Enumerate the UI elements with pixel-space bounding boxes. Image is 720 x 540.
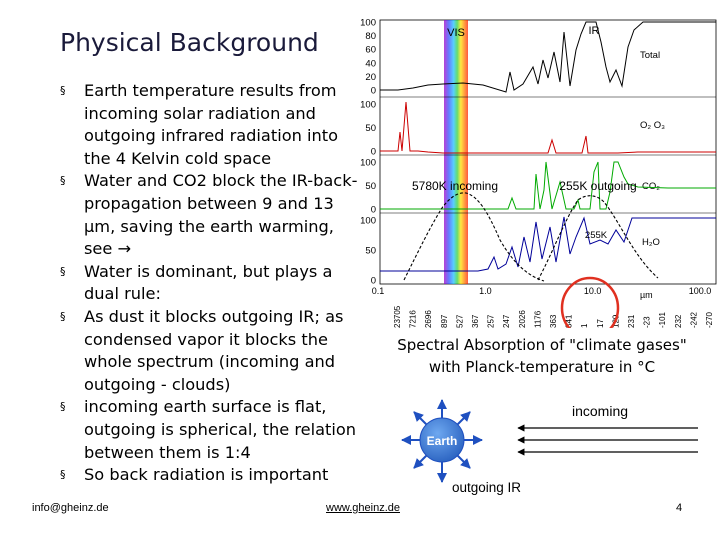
x-rotated-label: 1 xyxy=(580,323,589,328)
bullet-item: § Earth temperature results from incoming… xyxy=(60,80,360,170)
co2-absorption-curve xyxy=(380,161,716,210)
x-rotated-label: 897 xyxy=(440,314,449,328)
bullet-text: Water and CO2 block the IR-back-propagat… xyxy=(84,171,358,259)
x-rotated-label: 247 xyxy=(502,314,511,328)
x-rotated-label: -101 xyxy=(658,311,667,328)
bullet-item: § incoming earth surface is flat, outgoin… xyxy=(60,396,360,464)
x-tick-label: 1.0 xyxy=(479,286,492,296)
x-rotated-label: 7216 xyxy=(409,310,418,328)
panel-label-total: Total xyxy=(640,50,660,61)
bullet-marker: § xyxy=(60,468,66,482)
outgoing-ir-label: outgoing IR xyxy=(452,480,521,495)
x-rotated-label: 2026 xyxy=(518,310,527,328)
bullet-item: § Water is dominant, but plays a dual rul… xyxy=(60,261,360,306)
panel-label-o2o3: O₂ O₃ xyxy=(640,120,665,131)
bullet-text: Water is dominant, but plays a dual rule… xyxy=(84,261,333,304)
annotation-255k: 255K outgoing xyxy=(559,179,636,193)
y-tick-label: 100 xyxy=(360,100,376,111)
x-rotated-label: 231 xyxy=(627,314,636,328)
y-tick-label: 0 xyxy=(371,276,376,287)
incoming-arrows xyxy=(517,424,698,456)
y-tick-label: 100 xyxy=(360,18,376,29)
page-number: 4 xyxy=(676,502,683,514)
ir-band-label: IR xyxy=(589,25,600,37)
y-tick-label: 80 xyxy=(365,31,376,42)
y-tick-label: 50 xyxy=(365,181,376,192)
x-rotated-label: 2696 xyxy=(424,310,433,328)
x-rotated-label: 527 xyxy=(455,314,464,328)
bullet-text: Earth temperature results from incoming … xyxy=(84,81,339,168)
x-rotated-label: 1176 xyxy=(533,310,542,328)
chart-caption: Spectral Absorption of "climate gases" w… xyxy=(372,334,712,378)
footer-email: info@gheinz.de xyxy=(32,502,109,514)
y-tick-label: 100 xyxy=(360,158,376,169)
y-tick-label: 0 xyxy=(371,86,376,97)
bullet-marker: § xyxy=(60,309,66,323)
bullet-text: incoming earth surface is flat, outgoing… xyxy=(84,397,357,462)
x-rotated-label: 23705 xyxy=(393,305,402,328)
x-tick-label: 10.0 xyxy=(584,286,602,296)
bullet-marker: § xyxy=(60,174,66,188)
x-rotated-label: -270 xyxy=(705,311,714,328)
x-rotated-label: 232 xyxy=(674,314,683,328)
x-rotated-label: -23 xyxy=(643,316,652,328)
bullet-item: § Water and CO2 block the IR-back-propaga… xyxy=(60,170,360,260)
y-tick-label: 60 xyxy=(365,45,376,56)
x-tick-label: 0.1 xyxy=(372,286,385,296)
x-tick-label: 100.0 xyxy=(689,286,712,296)
panel-label-h2o: H₂O xyxy=(642,237,660,248)
slide-title: Physical Background xyxy=(60,28,319,57)
earth-radiation-diagram: Earth incoming outgoing IR xyxy=(401,399,698,495)
bullet-item: § As dust it blocks outgoing IR; as conde… xyxy=(60,306,360,396)
bullet-marker: § xyxy=(60,400,66,414)
y-tick-label: 0 xyxy=(371,147,376,158)
x-tick-labels: 0.1 1.0 10.0 100.0 xyxy=(372,286,712,296)
bullet-marker: § xyxy=(60,264,66,278)
y-tick-label: 50 xyxy=(365,246,376,257)
bullet-marker: § xyxy=(60,84,66,97)
incoming-label: incoming xyxy=(572,403,628,419)
panel-label-co2: CO₂ xyxy=(642,181,660,192)
earth-label: Earth xyxy=(427,434,458,448)
x-rotated-label: 341 xyxy=(565,314,574,328)
total-absorption-curve xyxy=(380,21,716,93)
h2o-absorption-curve xyxy=(380,216,716,272)
x-axis-unit: µm xyxy=(640,290,653,300)
planck-curve-5780k xyxy=(403,192,545,282)
y-tick-label: 100 xyxy=(360,216,376,227)
caption-line-2: with Planck-temperature in °C xyxy=(428,358,656,376)
x-rotated-label: -242 xyxy=(689,311,698,328)
y-tick-label: 40 xyxy=(365,58,376,69)
vis-band-label: VIS xyxy=(447,27,465,39)
earth-icon xyxy=(419,417,465,463)
y-tick-label: 0 xyxy=(371,205,376,216)
y-tick-label: 50 xyxy=(365,123,376,134)
bullet-text: As dust it blocks outgoing IR; as conden… xyxy=(84,306,344,394)
bullet-text: So back radiation is important xyxy=(84,465,329,485)
visible-band xyxy=(444,20,468,284)
x-rotated-label: 367 xyxy=(471,314,480,328)
annotation-255k-h2o: 255K xyxy=(585,230,608,241)
y-tick-label: 20 xyxy=(365,72,376,83)
bullet-item: § So back radiation is important xyxy=(60,464,360,487)
o2o3-absorption-curve xyxy=(380,101,716,154)
x-rotated-label: 17 xyxy=(596,319,605,328)
caption-line-1: Spectral Absorption of "climate gases" xyxy=(397,336,687,354)
planck-curve-255k xyxy=(537,195,659,281)
x-rotated-label: 257 xyxy=(487,314,496,328)
x-rotated-label: 363 xyxy=(549,314,558,328)
bullet-list: § Earth temperature results from incoming… xyxy=(60,80,360,487)
x-rotated-labels: 23705 7216 2696 897 527 367 257 247 2026 1176 363 3… xyxy=(393,305,714,328)
ir-window-highlight-circle xyxy=(560,276,620,328)
annotation-5780k: 5780K incoming xyxy=(412,179,498,193)
footer-website-link[interactable]: www.gheinz.de xyxy=(326,502,400,514)
